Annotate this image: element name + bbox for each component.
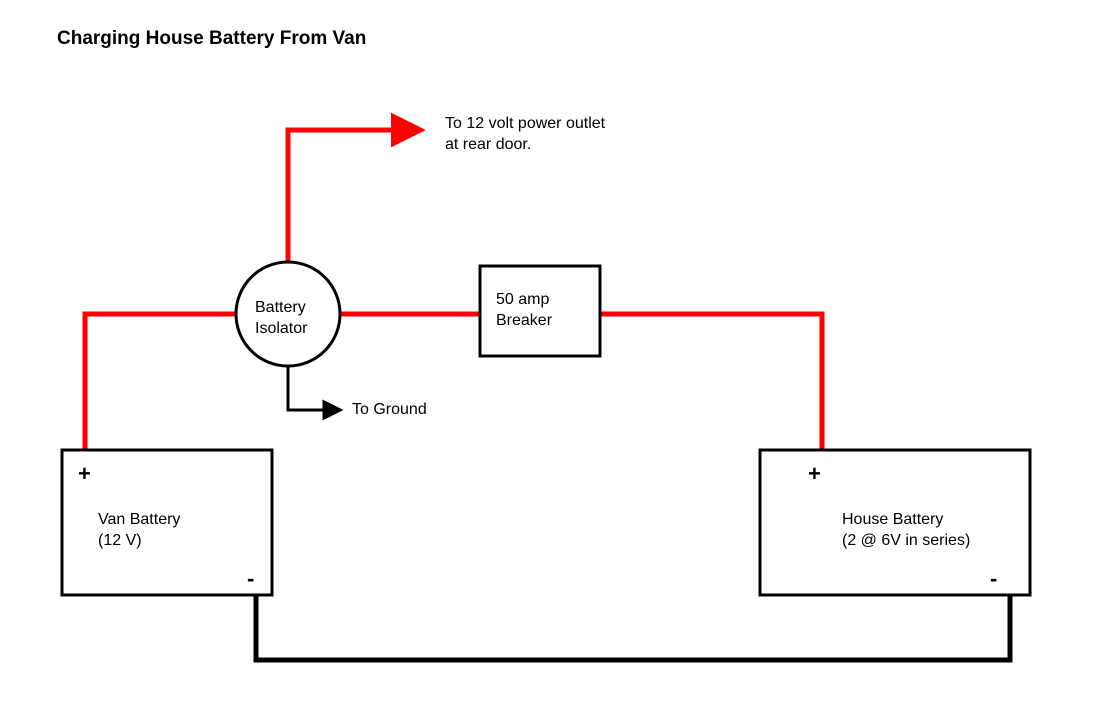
wire-isolator_up_to_outlet — [288, 130, 420, 262]
annotation-ground_label: To Ground — [352, 400, 427, 421]
neg-terminal-van_battery: - — [247, 565, 254, 594]
wire-van_pos_to_isolator — [85, 314, 236, 450]
pos-terminal-house_battery: + — [808, 460, 821, 489]
node-label-van_battery: Van Battery (12 V) — [98, 510, 180, 552]
wire-isolator_to_ground — [288, 366, 340, 410]
diagram-canvas: Charging House Battery From Van Van Batt… — [0, 0, 1098, 727]
wire-neg_van_to_house — [256, 595, 1010, 660]
wire-breaker_to_house_pos — [600, 314, 822, 450]
pos-terminal-van_battery: + — [78, 460, 91, 489]
annotation-outlet_label: To 12 volt power outlet at rear door. — [445, 114, 605, 156]
node-label-house_battery: House Battery (2 @ 6V in series) — [842, 510, 970, 552]
node-label-breaker: 50 amp Breaker — [496, 290, 552, 332]
schematic-svg — [0, 0, 1098, 727]
neg-terminal-house_battery: - — [990, 565, 997, 594]
node-label-isolator: Battery Isolator — [255, 298, 307, 340]
